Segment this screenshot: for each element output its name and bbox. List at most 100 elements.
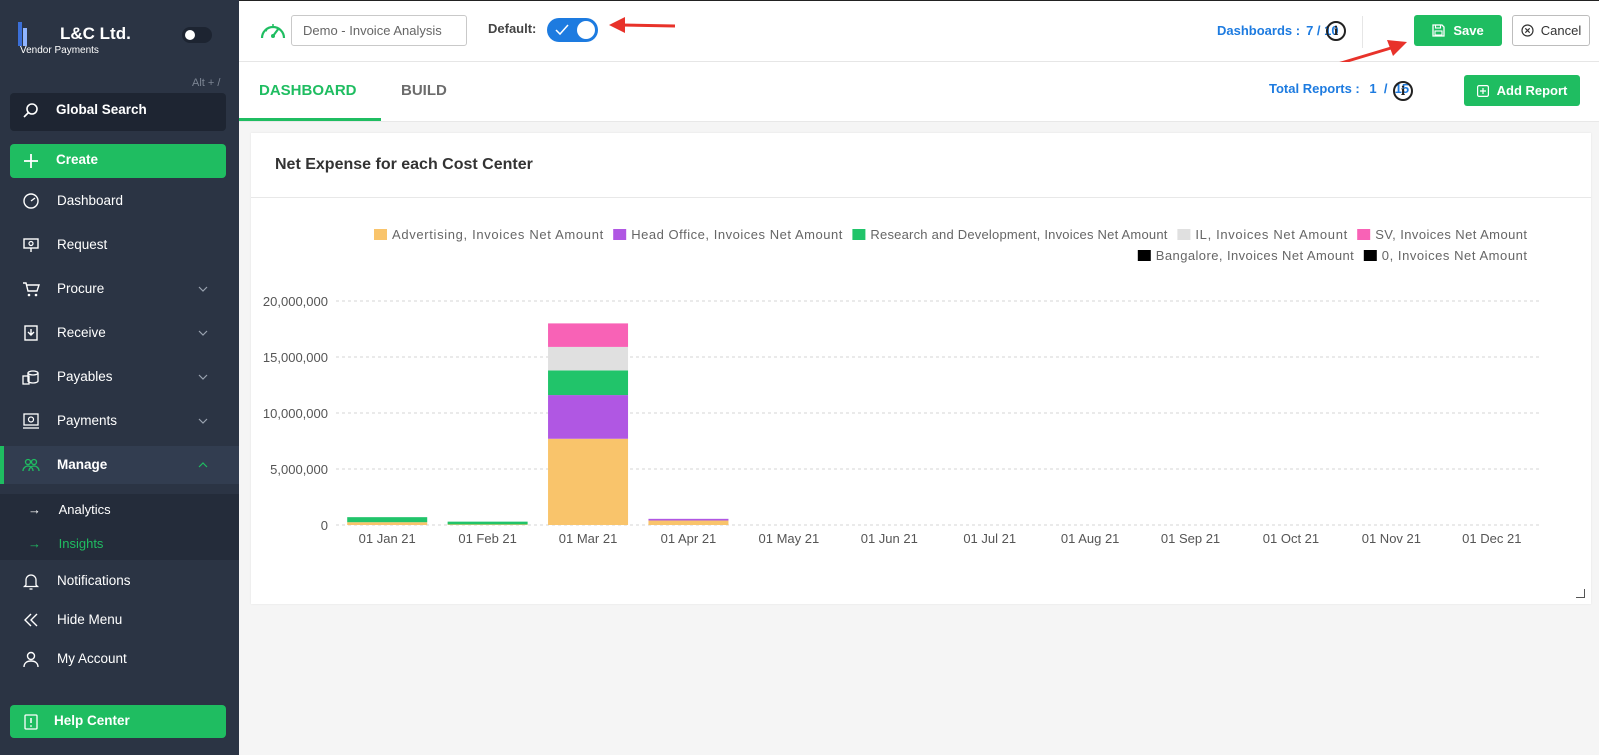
default-toggle[interactable]	[547, 18, 598, 42]
global-search[interactable]: Global Search	[10, 93, 226, 131]
bar-segment	[548, 323, 629, 347]
submenu-item-label: Insights	[58, 536, 104, 551]
sidebar-item-label: Manage	[57, 457, 108, 472]
receive-icon	[24, 325, 38, 341]
dashboard-name-input[interactable]	[291, 15, 467, 46]
legend-swatch	[1137, 250, 1151, 261]
submenu-item-insights[interactable]: → Insights	[28, 536, 103, 551]
tab-dashboard[interactable]: DASHBOARD	[259, 82, 357, 99]
brand-name: L&C Ltd.	[60, 24, 131, 43]
brand-subtitle: Vendor Payments	[20, 45, 99, 56]
sidebar-item-payables[interactable]: Payables	[0, 358, 239, 396]
sidebar-item-procure[interactable]: Procure	[0, 270, 239, 308]
sidebar-item-notifications[interactable]: Notifications	[0, 562, 239, 600]
y-tick-label: 15,000,000	[263, 350, 328, 365]
sidebar-item-manage[interactable]: Manage	[0, 446, 239, 484]
header-divider	[1362, 16, 1363, 48]
plus-square-icon	[1476, 84, 1489, 97]
x-tick-label: 01 Aug 21	[1061, 531, 1120, 546]
create-label: Create	[56, 152, 99, 167]
add-report-button[interactable]: Add Report	[1464, 75, 1580, 106]
bell-icon	[22, 574, 40, 590]
x-tick-label: 01 Oct 21	[1263, 531, 1319, 546]
total-reports-label: Total Reports :	[1269, 81, 1360, 96]
sidebar-item-label: My Account	[57, 651, 127, 666]
x-tick-label: 01 Feb 21	[458, 531, 517, 546]
legend-label: Research and Development, Invoices Net A…	[870, 227, 1167, 242]
legend-swatch	[1177, 229, 1191, 240]
y-tick-label: 5,000,000	[270, 462, 328, 477]
save-button[interactable]: Save	[1414, 15, 1502, 46]
chevron-down-icon	[198, 374, 208, 380]
bar-segment	[447, 521, 528, 525]
bar-segment	[347, 517, 428, 523]
arrow-right-icon: →	[28, 536, 41, 551]
active-tab-indicator	[239, 118, 381, 121]
dashboard-header: Default: Dashboards :7 / 10 i Save Cance…	[239, 0, 1599, 68]
plus-icon	[24, 154, 38, 168]
resize-handle[interactable]	[1576, 589, 1585, 598]
sidebar-item-request[interactable]: Request	[0, 226, 239, 264]
help-icon	[24, 714, 38, 730]
brand-logo-icon	[18, 22, 27, 46]
legend-swatch	[852, 229, 866, 240]
save-label: Save	[1453, 23, 1484, 38]
bar-segment	[548, 346, 629, 371]
dashboards-count: Dashboards :7 / 10	[1217, 23, 1339, 38]
brand[interactable]: L&C Ltd. Vendor Payments	[18, 20, 232, 60]
sidebar-item-label: Payments	[57, 413, 118, 428]
cancel-button[interactable]: Cancel	[1512, 15, 1590, 46]
manage-submenu: → Analytics → Insights	[0, 494, 239, 560]
close-circle-icon	[1521, 24, 1534, 37]
sidebar-item-label: Receive	[57, 325, 106, 340]
sidebar-item-dashboard[interactable]: Dashboard	[0, 182, 239, 220]
x-tick-label: 01 Sep 21	[1161, 531, 1220, 546]
submenu-item-analytics[interactable]: → Analytics	[28, 502, 111, 517]
tab-build[interactable]: BUILD	[401, 82, 447, 99]
tab-bar: DASHBOARD BUILD Total Reports : 1 / 15 i…	[239, 62, 1599, 122]
legend-swatch	[613, 229, 627, 240]
legend-label: Bangalore, Invoices Net Amount	[1156, 248, 1354, 263]
help-center-button[interactable]: Help Center	[10, 705, 226, 738]
sidebar-item-label: Hide Menu	[57, 612, 123, 627]
dashboards-label: Dashboards :	[1217, 23, 1301, 38]
report-title: Net Expense for each Cost Center	[275, 156, 533, 173]
create-button[interactable]: Create	[10, 144, 226, 178]
x-tick-label: 01 Jul 21	[963, 531, 1016, 546]
legend-label: Advertising, Invoices Net Amount	[392, 227, 604, 242]
shortcut-hint: Alt + /	[192, 77, 221, 89]
sidebar-item-label: Dashboard	[57, 193, 124, 208]
theme-toggle[interactable]	[182, 27, 212, 43]
legend-label: IL, Invoices Net Amount	[1195, 227, 1347, 242]
request-icon	[23, 238, 39, 252]
user-icon	[23, 651, 39, 668]
legend-label: SV, Invoices Net Amount	[1375, 227, 1527, 242]
search-icon	[23, 103, 38, 118]
chevron-down-icon	[198, 418, 208, 424]
sidebar-item-label: Payables	[57, 369, 113, 384]
sidebar-item-hide-menu[interactable]: Hide Menu	[0, 601, 239, 639]
global-search-label: Global Search	[56, 102, 147, 117]
x-tick-label: 01 Nov 21	[1362, 531, 1421, 546]
chevron-up-icon	[198, 462, 208, 468]
payments-icon	[23, 413, 39, 429]
floppy-disk-icon	[1432, 24, 1445, 37]
bar-segment	[548, 438, 629, 525]
bar-segment	[347, 522, 428, 525]
reports-info-icon[interactable]: i	[1393, 81, 1413, 101]
add-report-label: Add Report	[1496, 83, 1568, 98]
sidebar-item-my-account[interactable]: My Account	[0, 640, 239, 678]
x-tick-label: 01 May 21	[759, 531, 820, 546]
users-icon	[22, 458, 40, 472]
sidebar-item-label: Procure	[57, 281, 105, 296]
legend-swatch	[1363, 250, 1377, 261]
card-divider	[251, 197, 1591, 198]
bar-segment	[548, 395, 629, 439]
cart-icon	[23, 282, 40, 297]
sidebar-item-receive[interactable]: Receive	[0, 314, 239, 352]
bar-segment	[548, 370, 629, 396]
stacked-bar-chart: 0 5,000,000 10,000,000 15,000,000 20,000,000…	[263, 227, 1541, 546]
legend-swatch	[1357, 229, 1371, 240]
dashboards-info-icon[interactable]: i	[1326, 21, 1346, 41]
sidebar-item-payments[interactable]: Payments	[0, 402, 239, 440]
